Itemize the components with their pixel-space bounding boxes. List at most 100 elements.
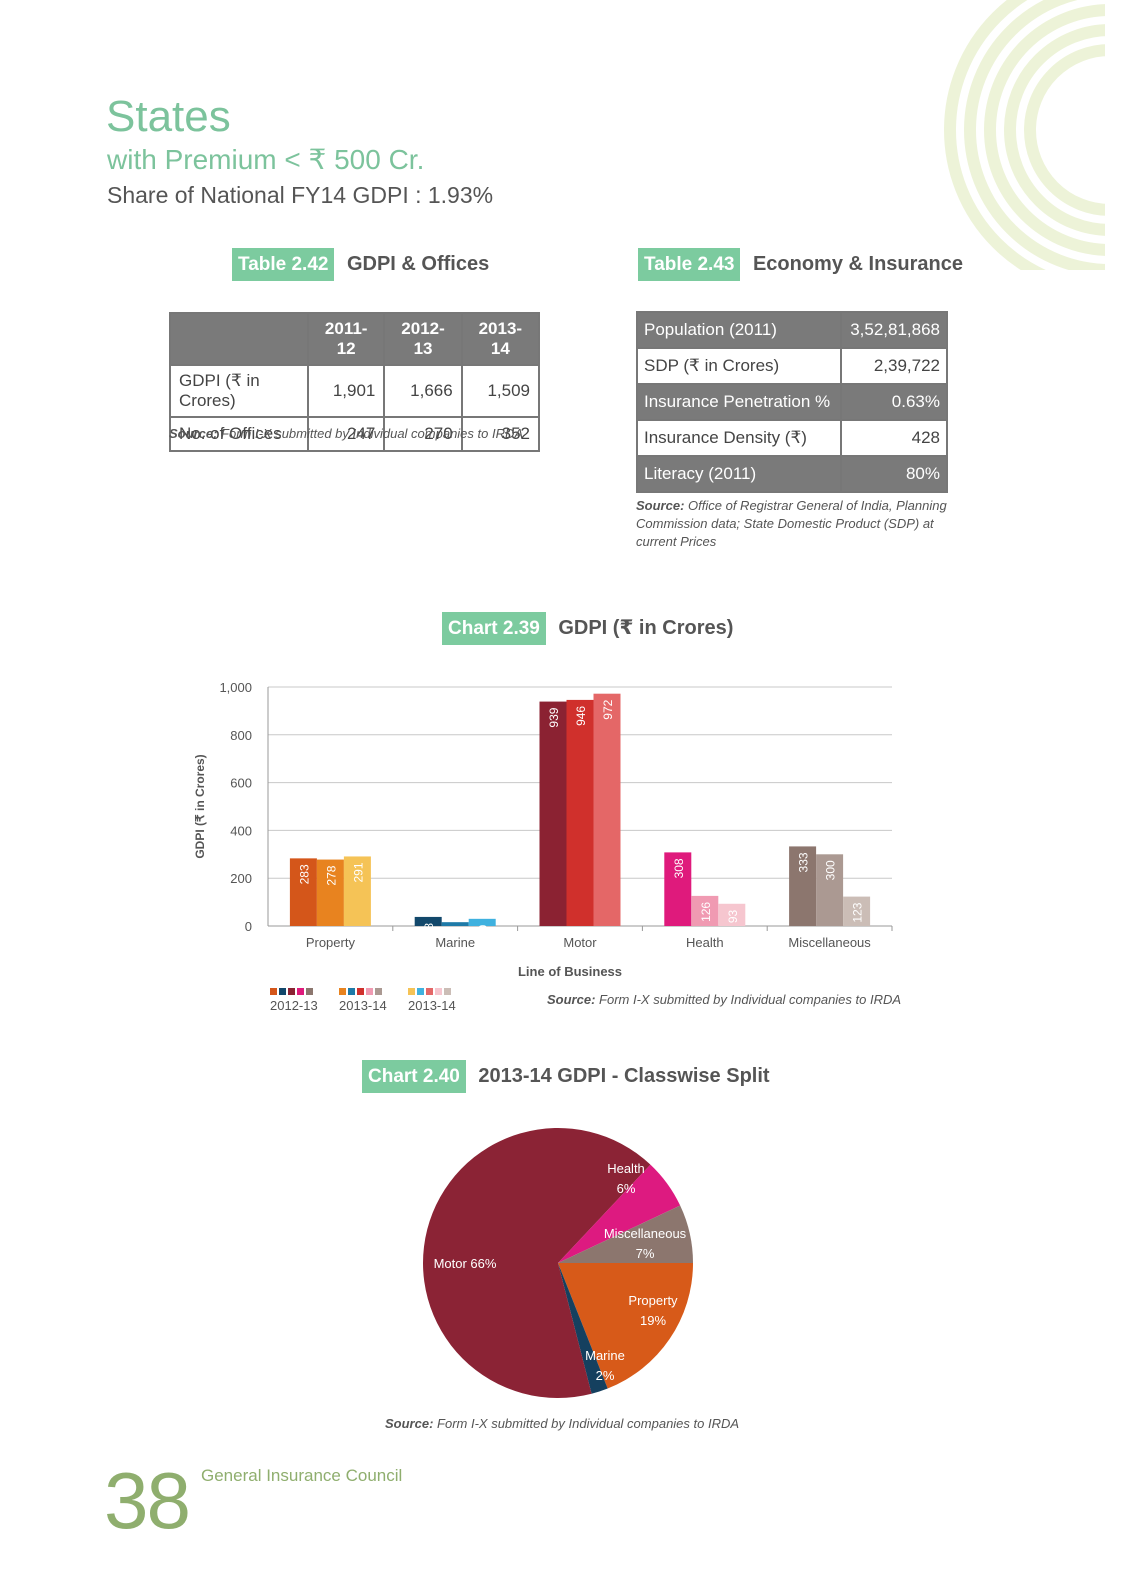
bar: [316, 859, 344, 926]
bar-value-label: 291: [351, 862, 365, 882]
legend-swatch: [270, 988, 277, 995]
pie-label: Miscellaneous: [604, 1226, 687, 1241]
chart-239-source: Source: Form I-X submitted by Individual…: [547, 992, 901, 1007]
legend-item: 2013-14: [339, 983, 399, 1013]
chart-239-title: GDPI (₹ in Crores): [558, 617, 734, 639]
chart-240-source: Source: Form I-X submitted by Individual…: [385, 1416, 739, 1431]
table-cell: 3,52,81,868: [840, 311, 948, 349]
classwise-pie-chart: Property 19% Marine 2% Motor 66% Health 6% Misc…: [423, 1128, 693, 1398]
table-header-cell: 2013-14: [460, 312, 541, 366]
bar-value-label: 278: [324, 865, 338, 885]
table-cell: 270: [383, 416, 463, 452]
table-cell: Insurance Density (₹): [635, 419, 843, 457]
y-tick-label: 1,000: [219, 680, 252, 695]
bar: [691, 895, 719, 926]
legend-item: 2012-13: [270, 983, 330, 1013]
table-243-tag: Table 2.43: [638, 248, 741, 281]
bar-value-label: 93: [726, 909, 740, 923]
bar: [566, 699, 594, 926]
legend-swatch: [279, 988, 286, 995]
bar-value-label: 38: [422, 923, 436, 937]
bar-value-label: 939: [547, 707, 561, 727]
legend-swatch: [375, 988, 382, 995]
bar-value-label: 946: [574, 706, 588, 726]
chart-240-header: Chart 2.40 2013-14 GDPI - Classwise Spli…: [362, 1060, 770, 1093]
table-242-tag: Table 2.42: [232, 248, 335, 281]
source-label: Source:: [169, 426, 218, 441]
legend-swatch: [288, 988, 295, 995]
pie-percent-label: 2%: [596, 1368, 615, 1383]
x-tick-label: Property: [306, 935, 356, 950]
table-243-header: Table 2.43 Economy & Insurance: [638, 248, 963, 281]
table-cell: 352: [460, 416, 541, 452]
legend-swatch: [408, 988, 415, 995]
table-cell: Population (2011): [635, 311, 843, 349]
table-row: SDP (₹ in Crores) 2,39,722: [635, 347, 948, 385]
y-tick-label: 0: [245, 919, 252, 934]
table-242-header: Table 2.42 GDPI & Offices: [232, 248, 490, 281]
bar-value-label: 123: [851, 902, 865, 922]
legend-label: 2013-14: [339, 998, 387, 1013]
decorative-arcs: [944, 0, 1121, 270]
pie-label: Health: [607, 1161, 645, 1176]
x-tick-label: Motor: [563, 935, 597, 950]
pie-slice-motor: [423, 1128, 651, 1398]
bar: [789, 846, 817, 926]
chart-240-tag: Chart 2.40: [362, 1060, 466, 1093]
source-text: Form I-X submitted by Individual compani…: [221, 426, 524, 441]
table-header-cell: 2011-12: [306, 312, 386, 366]
table-cell: Insurance Penetration %: [635, 383, 843, 421]
source-label: Source:: [547, 992, 596, 1007]
legend-swatches: [339, 983, 399, 998]
table-row: 2011-12 2012-13 2013-14: [169, 312, 541, 366]
pie-label: Property: [628, 1293, 678, 1308]
x-tick-label: Marine: [435, 935, 475, 950]
legend-swatch: [306, 988, 313, 995]
bar: [468, 918, 496, 926]
bar: [289, 858, 317, 926]
bar: [441, 922, 469, 926]
legend-swatches: [408, 983, 468, 998]
bar-value-label: 16: [449, 928, 463, 942]
legend-swatch: [357, 988, 364, 995]
table-cell: No. of Offices: [169, 416, 309, 452]
bar: [414, 916, 442, 926]
y-tick-label: 800: [230, 728, 252, 743]
bar: [343, 856, 371, 926]
table-242-title: GDPI & Offices: [346, 253, 490, 275]
pie-label: Marine: [585, 1348, 625, 1363]
table-row: Population (2011) 3,52,81,868: [635, 311, 948, 349]
y-tick-label: 400: [230, 823, 252, 838]
legend-swatch: [417, 988, 424, 995]
bar-value-label: 283: [297, 864, 311, 884]
y-tick-label: 200: [230, 871, 252, 886]
page-number: 38: [104, 1456, 191, 1545]
legend-swatches: [270, 983, 330, 998]
pie-slice-marine: [558, 1263, 608, 1394]
bar: [539, 701, 567, 926]
legend-swatch: [297, 988, 304, 995]
legend-swatch: [348, 988, 355, 995]
bar: [593, 693, 621, 926]
table-242: 2011-12 2012-13 2013-14 GDPI (₹ in Crore…: [169, 312, 541, 452]
bar-value-label: 333: [797, 852, 811, 872]
pie-slice-health: [558, 1164, 681, 1263]
table-row: No. of Offices 247 270 352: [169, 416, 541, 452]
table-243: Population (2011) 3,52,81,868 SDP (₹ in …: [635, 311, 948, 493]
table-cell: 428: [840, 419, 948, 457]
source-text: Form I-X submitted by Individual compani…: [437, 1416, 740, 1431]
source-label: Source:: [385, 1416, 434, 1431]
table-cell: Literacy (2011): [635, 455, 843, 493]
table-cell: GDPI (₹ in Crores): [169, 364, 309, 418]
legend-swatch: [444, 988, 451, 995]
chart-239-header: Chart 2.39 GDPI (₹ in Crores): [442, 612, 734, 645]
pie-slice-property: [558, 1263, 693, 1389]
table-243-title: Economy & Insurance: [752, 253, 963, 275]
source-text-line1: Office of Registrar General of India, Pl…: [688, 498, 947, 513]
table-cell: 80%: [840, 455, 948, 493]
table-cell: 2,39,722: [840, 347, 948, 385]
gdpi-bar-chart: 0 200 400 600 800 1,000 283 278 291 Property 38 16 3…: [193, 680, 893, 979]
y-tick-label: 600: [230, 776, 252, 791]
legend-swatch: [426, 988, 433, 995]
chart-239-tag: Chart 2.39: [442, 612, 546, 645]
